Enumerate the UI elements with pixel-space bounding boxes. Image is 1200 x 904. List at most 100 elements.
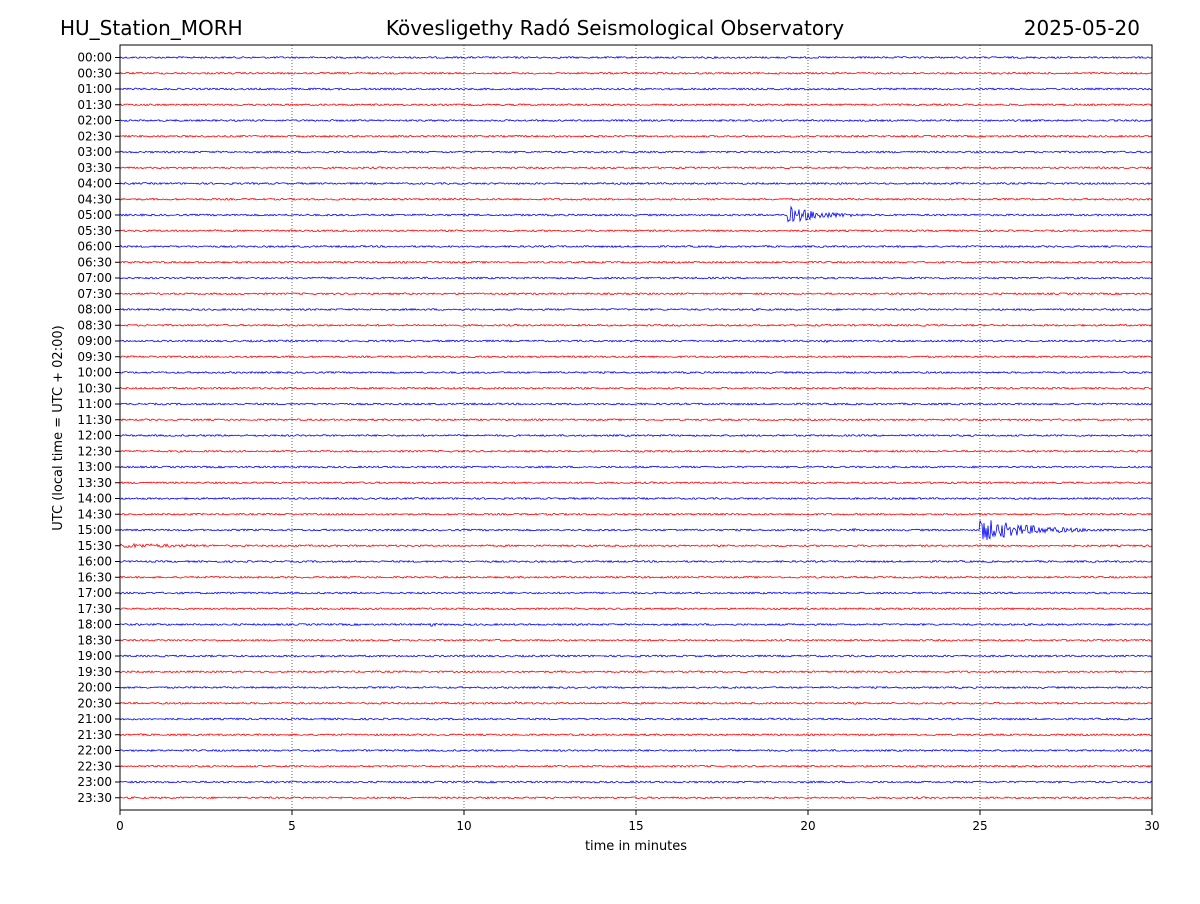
trace-11:30 (119, 418, 1153, 422)
trace-10:30 (119, 386, 1153, 390)
y-tick-label-05:00: 05:00 (77, 208, 112, 222)
trace-04:30 (119, 197, 1153, 201)
y-tick-label-15:00: 15:00 (77, 523, 112, 537)
trace-17:00 (119, 591, 1153, 595)
trace-00:30 (119, 71, 1153, 75)
trace-07:00 (119, 276, 1153, 280)
trace-19:00 (119, 654, 1153, 658)
y-tick-label-03:30: 03:30 (77, 161, 112, 175)
y-tick-label-19:00: 19:00 (77, 649, 112, 663)
x-tick-label-15: 15 (628, 819, 643, 833)
y-tick-label-02:30: 02:30 (77, 129, 112, 143)
trace-20:00 (119, 685, 1153, 690)
y-tick-label-18:30: 18:30 (77, 633, 112, 647)
y-tick-label-10:00: 10:00 (77, 366, 112, 380)
trace-21:00 (119, 717, 1153, 721)
x-tick-label-25: 25 (972, 819, 987, 833)
trace-10:00 (119, 370, 1153, 375)
y-tick-label-13:00: 13:00 (77, 460, 112, 474)
station-name: HU_Station_MORH (60, 16, 243, 40)
trace-08:00 (119, 307, 1153, 312)
trace-17:30 (119, 607, 1153, 611)
trace-02:00 (119, 118, 1153, 123)
trace-18:30 (119, 638, 1153, 642)
y-tick-label-04:00: 04:00 (77, 177, 112, 191)
y-tick-label-09:00: 09:00 (77, 334, 112, 348)
y-tick-label-21:00: 21:00 (77, 712, 112, 726)
trace-22:00 (119, 748, 1153, 753)
trace-09:30 (119, 355, 1153, 359)
trace-06:00 (119, 244, 1153, 249)
y-tick-label-10:30: 10:30 (77, 381, 112, 395)
y-tick-label-23:30: 23:30 (77, 791, 112, 805)
y-tick-label-16:00: 16:00 (77, 555, 112, 569)
trace-11:00 (119, 402, 1153, 406)
trace-14:00 (119, 496, 1153, 501)
y-tick-label-19:30: 19:30 (77, 665, 112, 679)
trace-23:00 (119, 780, 1153, 784)
y-tick-label-11:00: 11:00 (77, 397, 112, 411)
y-tick-label-15:30: 15:30 (77, 539, 112, 553)
trace-06:30 (119, 260, 1153, 264)
y-tick-label-22:30: 22:30 (77, 759, 112, 773)
trace-12:00 (119, 433, 1153, 438)
trace-19:30 (119, 670, 1153, 674)
y-tick-label-03:00: 03:00 (77, 145, 112, 159)
y-tick-label-07:00: 07:00 (77, 271, 112, 285)
grid-lines (291, 45, 981, 810)
y-tick-label-06:00: 06:00 (77, 240, 112, 254)
trace-03:30 (119, 166, 1153, 170)
y-tick-label-11:30: 11:30 (77, 413, 112, 427)
trace-21:30 (119, 733, 1153, 737)
y-tick-label-18:00: 18:00 (77, 618, 112, 632)
y-tick-label-13:30: 13:30 (77, 476, 112, 490)
trace-03:00 (119, 150, 1153, 154)
y-tick-label-02:00: 02:00 (77, 114, 112, 128)
y-tick-label-05:30: 05:30 (77, 224, 112, 238)
y-tick-label-09:30: 09:30 (77, 350, 112, 364)
y-tick-label-12:00: 12:00 (77, 429, 112, 443)
y-tick-label-06:30: 06:30 (77, 255, 112, 269)
y-tick-label-14:00: 14:00 (77, 492, 112, 506)
trace-13:30 (119, 481, 1153, 485)
y-tick-label-04:30: 04:30 (77, 192, 112, 206)
y-axis-label: UTC (local time = UTC + 02:00) (51, 325, 66, 530)
x-tick-label-30: 30 (1144, 819, 1159, 833)
y-tick-label-12:30: 12:30 (77, 444, 112, 458)
trace-08:30 (119, 323, 1153, 327)
y-tick-label-22:00: 22:00 (77, 744, 112, 758)
trace-05:00 (119, 205, 1153, 223)
trace-18:00 (119, 622, 1153, 627)
trace-20:30 (119, 700, 1153, 705)
y-tick-label-08:30: 08:30 (77, 318, 112, 332)
trace-14:30 (119, 512, 1153, 516)
y-tick-label-16:30: 16:30 (77, 570, 112, 584)
y-tick-label-21:30: 21:30 (77, 728, 112, 742)
y-tick-label-14:30: 14:30 (77, 507, 112, 521)
x-tick-label-10: 10 (456, 819, 471, 833)
trace-16:00 (119, 559, 1153, 564)
y-tick-label-17:00: 17:00 (77, 586, 112, 600)
trace-02:30 (119, 134, 1153, 138)
x-tick-label-5: 5 (288, 819, 296, 833)
trace-13:00 (119, 465, 1153, 469)
trace-09:00 (119, 339, 1153, 344)
trace-group (119, 55, 1153, 800)
x-tick-label-20: 20 (800, 819, 815, 833)
x-axis: 0 5 10 15 20 25 30 (116, 810, 1160, 833)
trace-23:30 (119, 796, 1153, 800)
y-tick-label-20:30: 20:30 (77, 696, 112, 710)
y-tick-label-00:30: 00:30 (77, 66, 112, 80)
trace-00:00 (119, 55, 1153, 60)
y-tick-label-00:00: 00:00 (77, 51, 112, 65)
y-tick-label-08:00: 08:00 (77, 303, 112, 317)
trace-05:30 (119, 229, 1153, 233)
x-tick-label-0: 0 (116, 819, 124, 833)
chart-title: Kövesligethy Radó Seismological Observat… (386, 16, 844, 40)
chart-date: 2025-05-20 (1024, 16, 1140, 40)
trace-04:00 (119, 181, 1153, 186)
trace-07:30 (119, 292, 1153, 296)
x-axis-label: time in minutes (585, 839, 687, 854)
